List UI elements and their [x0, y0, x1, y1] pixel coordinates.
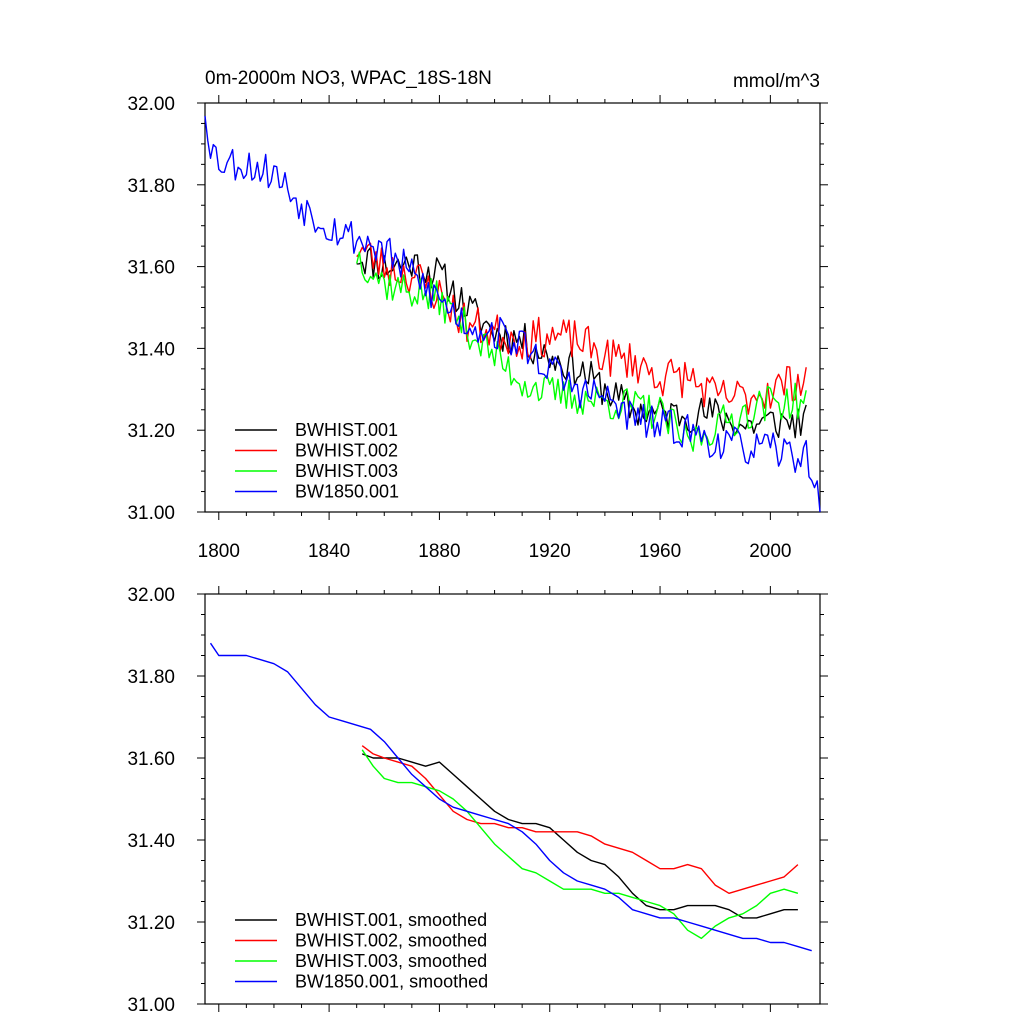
y-tick-label: 31.00: [127, 503, 175, 524]
x-tick-label: 1840: [308, 541, 350, 562]
series-line-3: [361, 749, 799, 940]
y-tick-label: 32.00: [127, 585, 175, 606]
legend-label: BWHIST.001, smoothed: [295, 910, 487, 930]
y-tick-label: 32.00: [127, 94, 175, 115]
legend-label: BWHIST.003: [295, 461, 398, 481]
x-tick-label: 1800: [198, 541, 240, 562]
x-tick-label: 1960: [639, 541, 681, 562]
y-tick-label: 31.20: [127, 913, 175, 934]
x-tick-label: 1880: [418, 541, 460, 562]
series-line-3: [356, 251, 807, 452]
y-tick-label: 31.80: [127, 176, 175, 197]
legend-label: BW1850.001, smoothed: [295, 972, 488, 992]
y-tick-label: 31.40: [127, 339, 175, 360]
y-tick-label: 31.00: [127, 995, 175, 1016]
legend-label: BWHIST.003, smoothed: [295, 951, 487, 971]
x-tick-label: 1920: [529, 541, 571, 562]
series-line-4: [204, 115, 821, 513]
raw-panel: 0m-2000m NO3, WPAC_18S-18N mmol/m^3 31.0…: [127, 68, 828, 562]
chart-title: 0m-2000m NO3, WPAC_18S-18N: [205, 68, 492, 89]
series-line-4: [209, 642, 812, 952]
legend-label: BW1850.001: [295, 482, 399, 502]
x-tick-label: 2000: [749, 541, 791, 562]
legend-label: BWHIST.002, smoothed: [295, 931, 487, 951]
units-label: mmol/m^3: [733, 71, 820, 92]
smoothed-panel: 31.00 31.20 31.40 31.60 31.80 32.00 BWHIST.001…: [127, 585, 828, 1016]
series-line-2: [361, 745, 799, 894]
y-tick-label: 31.60: [127, 258, 175, 279]
legend-label: BWHIST.001: [295, 420, 398, 440]
y-tick-label: 31.40: [127, 831, 175, 852]
y-tick-label: 31.20: [127, 421, 175, 442]
series-line-1: [361, 753, 798, 919]
legend-label: BWHIST.002: [295, 441, 398, 461]
series-line-2: [356, 242, 807, 415]
y-tick-label: 31.80: [127, 667, 175, 688]
y-tick-label: 31.60: [127, 749, 175, 770]
